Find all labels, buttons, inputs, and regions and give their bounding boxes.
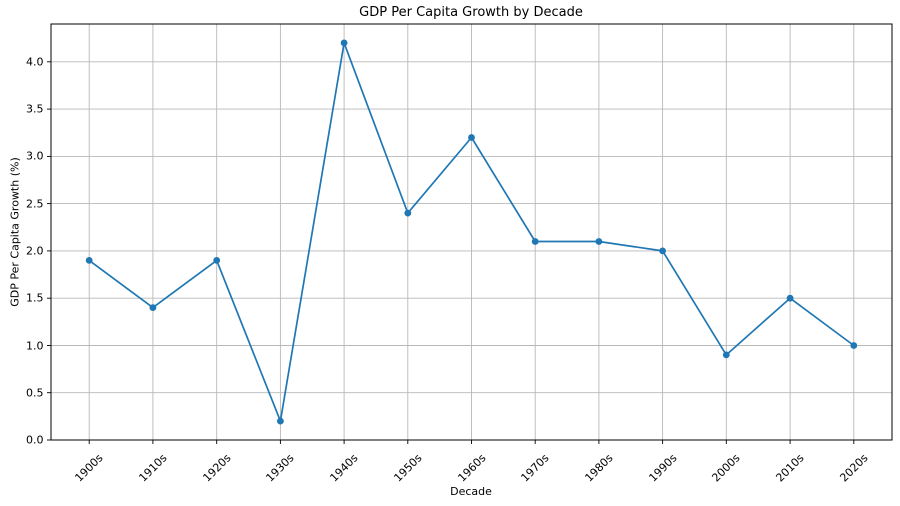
data-point: [531, 238, 539, 245]
data-point: [595, 238, 603, 245]
data-point: [404, 209, 412, 217]
plot-border: [50, 23, 893, 441]
data-point: [340, 39, 348, 47]
data-point: [850, 342, 858, 349]
data-point: [659, 247, 666, 255]
y-tick-label: 1.5: [26, 291, 44, 305]
y-tick-label: 2.0: [26, 244, 44, 258]
y-tick-label: 2.5: [26, 197, 44, 211]
grid-lines: [51, 24, 892, 441]
y-tick-label: 4.0: [26, 55, 44, 69]
data-point: [468, 134, 475, 141]
y-tick-label: 0.0: [26, 433, 44, 447]
data-point: [149, 304, 157, 311]
data-point: [786, 294, 794, 302]
y-tick-label: 0.5: [26, 386, 44, 400]
data-point: [277, 417, 284, 425]
y-tick-label: 3.0: [26, 149, 44, 163]
data-point: [213, 257, 221, 264]
chart-title: GDP Per Capita Growth by Decade: [359, 5, 583, 20]
y-tick-label: 3.5: [26, 102, 44, 116]
data-point: [85, 257, 93, 264]
tick-marks: [47, 61, 855, 444]
x-axis-label: Decade: [450, 485, 492, 498]
data-point: [722, 351, 730, 359]
y-tick-label: 1.0: [26, 339, 44, 352]
data-points: [85, 39, 858, 425]
